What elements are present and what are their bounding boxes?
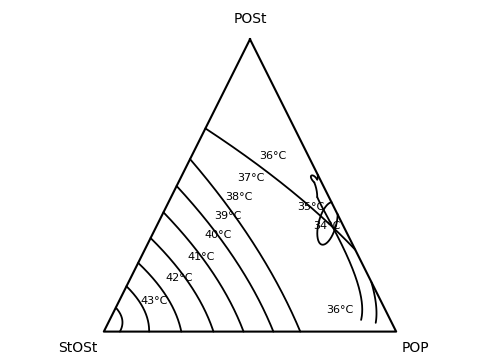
Text: 39°C: 39°C — [214, 211, 242, 221]
Text: 35°C: 35°C — [297, 202, 324, 212]
Text: 34°C: 34°C — [313, 221, 340, 231]
Text: POP: POP — [402, 341, 429, 355]
Text: POSt: POSt — [234, 12, 267, 26]
Text: 41°C: 41°C — [187, 252, 214, 262]
Text: 43°C: 43°C — [140, 296, 168, 306]
Text: 42°C: 42°C — [165, 273, 192, 282]
Text: 40°C: 40°C — [204, 230, 232, 240]
Text: 37°C: 37°C — [237, 173, 264, 183]
Text: 36°C: 36°C — [259, 151, 286, 161]
Text: 36°C: 36°C — [326, 305, 353, 315]
Text: 38°C: 38°C — [225, 192, 252, 202]
Text: StOSt: StOSt — [58, 341, 98, 355]
